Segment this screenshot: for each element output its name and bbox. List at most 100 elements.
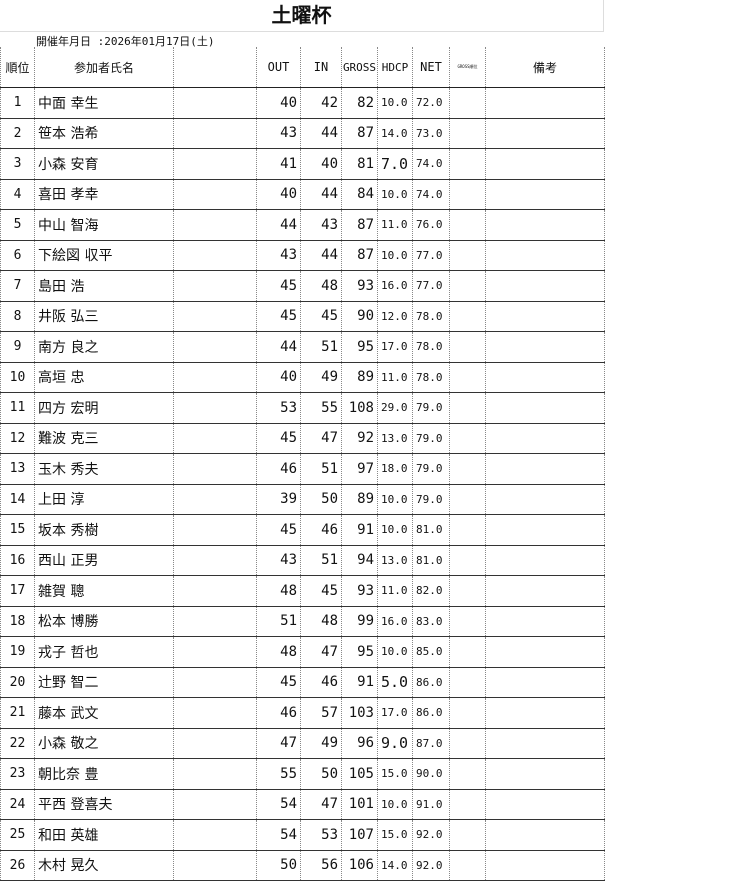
net-cell: 87.0 <box>412 728 450 759</box>
out-cell: 46 <box>256 697 301 729</box>
out-cell: 45 <box>256 667 301 698</box>
hdcp-cell: 15.0 <box>377 819 413 851</box>
hdcp-cell: 9.0 <box>377 728 413 759</box>
out-cell: 47 <box>256 728 301 759</box>
hdcp-cell: 10.0 <box>377 636 413 668</box>
remarks-cell <box>485 758 605 790</box>
rank-cell: 18 <box>0 606 35 637</box>
table-row: 5 中山 智海 44 43 87 11.0 76.0 <box>0 209 605 241</box>
gross-cell: 94 <box>341 545 378 576</box>
header-net: NET <box>412 47 450 88</box>
in-cell: 44 <box>300 118 342 149</box>
out-cell: 53 <box>256 392 301 424</box>
in-cell: 48 <box>300 606 342 637</box>
table-row: 21 藤本 武文 46 57 103 17.0 86.0 <box>0 697 605 729</box>
net-cell: 90.0 <box>412 758 450 790</box>
name-cell: 上田 淳 <box>34 484 174 515</box>
hdcp-cell: 10.0 <box>377 179 413 210</box>
header-rank: 順位 <box>0 47 35 88</box>
out-cell: 40 <box>256 179 301 210</box>
name-cell: 平西 登喜夫 <box>34 789 174 820</box>
net-cell: 92.0 <box>412 850 450 881</box>
blank-cell <box>173 209 257 241</box>
rank-cell: 4 <box>0 179 35 210</box>
name-cell: 四方 宏明 <box>34 392 174 424</box>
out-cell: 44 <box>256 331 301 363</box>
name-cell: 下絵図 収平 <box>34 240 174 271</box>
in-cell: 42 <box>300 87 342 119</box>
rank-cell: 16 <box>0 545 35 576</box>
blank-cell <box>173 667 257 698</box>
gross-cell: 108 <box>341 392 378 424</box>
header-blank <box>173 47 257 88</box>
blank-cell <box>173 606 257 637</box>
header-hdcp: HDCP <box>377 47 413 88</box>
table-row: 9 南方 良之 44 51 95 17.0 78.0 <box>0 331 605 363</box>
remarks-cell <box>485 667 605 698</box>
name-cell: 小森 安育 <box>34 148 174 180</box>
net-cell: 85.0 <box>412 636 450 668</box>
gross-rank-cell <box>449 209 486 241</box>
gross-rank-cell <box>449 240 486 271</box>
net-cell: 92.0 <box>412 819 450 851</box>
in-cell: 48 <box>300 270 342 302</box>
in-cell: 50 <box>300 484 342 515</box>
out-cell: 45 <box>256 301 301 332</box>
out-cell: 41 <box>256 148 301 180</box>
gross-cell: 96 <box>341 728 378 759</box>
rank-cell: 10 <box>0 362 35 393</box>
gross-rank-cell <box>449 270 486 302</box>
in-cell: 50 <box>300 758 342 790</box>
hdcp-cell: 13.0 <box>377 545 413 576</box>
remarks-cell <box>485 301 605 332</box>
hdcp-cell: 29.0 <box>377 392 413 424</box>
gross-rank-cell <box>449 484 486 515</box>
rank-cell: 24 <box>0 789 35 820</box>
table-row: 1 中面 幸生 40 42 82 10.0 72.0 <box>0 87 605 119</box>
out-cell: 40 <box>256 87 301 119</box>
blank-cell <box>173 331 257 363</box>
table-row: 19 戎子 哲也 48 47 95 10.0 85.0 <box>0 636 605 668</box>
net-cell: 77.0 <box>412 270 450 302</box>
net-cell: 81.0 <box>412 545 450 576</box>
rank-cell: 20 <box>0 667 35 698</box>
name-cell: 坂本 秀樹 <box>34 514 174 546</box>
rank-cell: 17 <box>0 575 35 607</box>
hdcp-cell: 5.0 <box>377 667 413 698</box>
gross-rank-cell <box>449 423 486 454</box>
net-cell: 78.0 <box>412 331 450 363</box>
name-cell: 松本 博勝 <box>34 606 174 637</box>
rank-cell: 11 <box>0 392 35 424</box>
net-cell: 82.0 <box>412 575 450 607</box>
gross-rank-cell <box>449 453 486 485</box>
gross-rank-cell <box>449 392 486 424</box>
gross-cell: 95 <box>341 331 378 363</box>
in-cell: 40 <box>300 148 342 180</box>
name-cell: 和田 英雄 <box>34 819 174 851</box>
out-cell: 39 <box>256 484 301 515</box>
name-cell: 小森 敬之 <box>34 728 174 759</box>
table-row: 11 四方 宏明 53 55 108 29.0 79.0 <box>0 392 605 424</box>
remarks-cell <box>485 392 605 424</box>
rank-cell: 3 <box>0 148 35 180</box>
hdcp-cell: 18.0 <box>377 453 413 485</box>
gross-rank-cell <box>449 148 486 180</box>
gross-rank-cell <box>449 667 486 698</box>
blank-cell <box>173 87 257 119</box>
name-cell: 藤本 武文 <box>34 697 174 729</box>
table-row: 26 木村 晃久 50 56 106 14.0 92.0 <box>0 850 605 881</box>
hdcp-cell: 10.0 <box>377 789 413 820</box>
out-cell: 51 <box>256 606 301 637</box>
gross-cell: 92 <box>341 423 378 454</box>
table-row: 8 井阪 弘三 45 45 90 12.0 78.0 <box>0 301 605 332</box>
remarks-cell <box>485 209 605 241</box>
remarks-cell <box>485 819 605 851</box>
rank-cell: 13 <box>0 453 35 485</box>
net-cell: 86.0 <box>412 697 450 729</box>
blank-cell <box>173 728 257 759</box>
gross-rank-cell <box>449 850 486 881</box>
name-cell: 朝比奈 豊 <box>34 758 174 790</box>
header-row: 順位 参加者氏名 OUT IN GROSS HDCP NET GROSS順位 備… <box>0 47 605 88</box>
gross-rank-cell <box>449 179 486 210</box>
table-row: 7 島田 浩 45 48 93 16.0 77.0 <box>0 270 605 302</box>
